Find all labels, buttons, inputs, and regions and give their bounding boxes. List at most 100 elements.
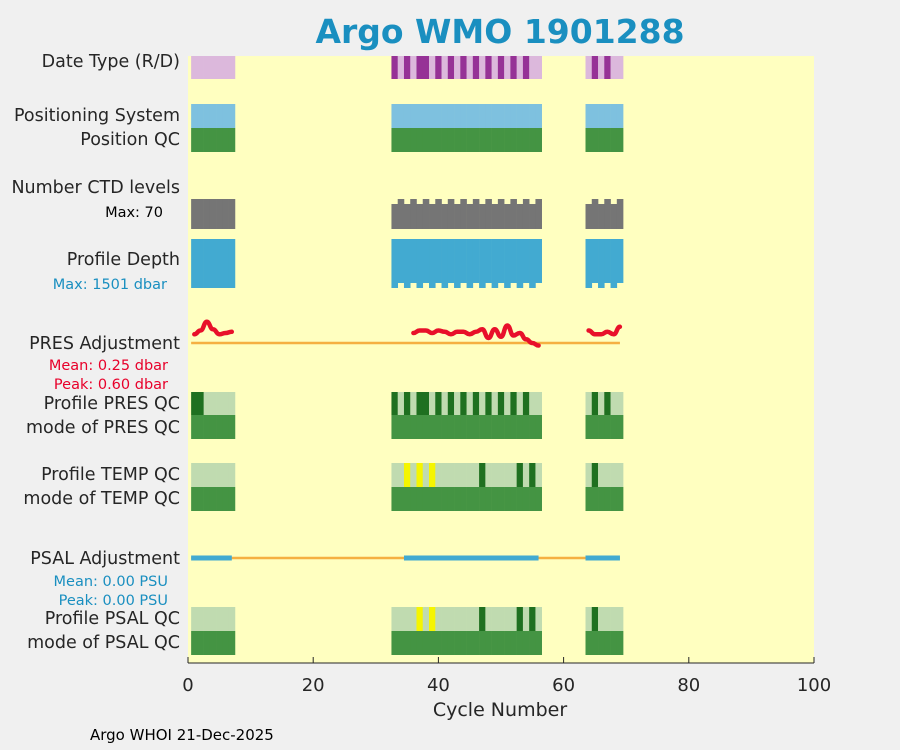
profile-psal-qc-cell-c67 xyxy=(604,607,611,631)
label-psal-peak: Peak: 0.00 PSU xyxy=(58,593,168,609)
profile-pres-qc-cell-c39 xyxy=(429,392,436,415)
mode-temp-qc-cell-c35 xyxy=(403,487,411,511)
ctd-levels-cell-c48 xyxy=(485,199,492,229)
profile-pres-qc-cell-c5 xyxy=(216,392,223,415)
date-type-cell-c67 xyxy=(604,56,611,79)
profile-depth-cell-c6 xyxy=(222,239,229,288)
profile-psal-qc-cell-c35 xyxy=(403,607,411,631)
positioning-cell-c68 xyxy=(610,104,618,128)
pres-adjustment-line-0 xyxy=(192,319,235,337)
mode-temp-qc-cell-c38 xyxy=(422,487,430,511)
ctd-levels-cell-c66 xyxy=(598,204,605,229)
mode-pres-qc-cell-c56 xyxy=(535,415,542,439)
profile-depth-cell-c47 xyxy=(479,239,486,288)
profile-temp-qc-cell-c3 xyxy=(203,463,211,487)
position-qc-cell-c69 xyxy=(616,128,624,152)
profile-pres-qc-cell-c50 xyxy=(497,392,505,415)
mode-pres-qc-cell-c6 xyxy=(222,415,229,439)
profile-psal-qc-cell-c47 xyxy=(479,607,486,631)
mode-psal-qc-cell-c64 xyxy=(585,631,593,655)
mode-temp-qc-cell-c39 xyxy=(429,487,436,511)
mode-pres-qc-cell-c46 xyxy=(472,415,480,439)
ctd-levels-cell-c55 xyxy=(529,204,536,229)
profile-psal-qc-cell-c45 xyxy=(466,607,474,631)
profile-depth-cell-c46 xyxy=(472,239,480,283)
profile-temp-qc-cell-c40 xyxy=(435,463,442,487)
ctd-levels-cell-c52 xyxy=(510,199,517,229)
mode-psal-qc-cell-c3 xyxy=(203,631,211,655)
date-type-cell-c37 xyxy=(416,56,424,79)
profile-psal-qc-cell-c33 xyxy=(391,607,399,631)
ctd-levels-cell-c54 xyxy=(522,199,530,229)
date-type-cell-c44 xyxy=(460,56,467,79)
position-qc-cell-c34 xyxy=(397,128,405,152)
profile-pres-qc-cell-c68 xyxy=(610,392,618,415)
position-qc-cell-c35 xyxy=(403,128,411,152)
profile-depth-cell-c36 xyxy=(410,239,417,283)
profile-depth-cell-c35 xyxy=(403,239,411,288)
label-mode-pres-qc: mode of PRES QC xyxy=(25,418,180,438)
mode-pres-qc-cell-c68 xyxy=(610,415,618,439)
profile-psal-qc-cell-c6 xyxy=(222,607,229,631)
position-qc-cell-c39 xyxy=(429,128,436,152)
label-mode-psal-qc: mode of PSAL QC xyxy=(27,633,180,653)
date-type-cell-c53 xyxy=(516,56,524,79)
mode-psal-qc-cell-c65 xyxy=(591,631,599,655)
mode-psal-qc-cell-c40 xyxy=(435,631,442,655)
profile-depth-cell-c54 xyxy=(522,239,530,283)
x-axis-label: Cycle Number xyxy=(432,699,568,721)
profile-psal-qc-cell-c68 xyxy=(610,607,618,631)
profile-temp-qc-cell-c34 xyxy=(397,463,405,487)
profile-temp-qc-cell-c53 xyxy=(516,463,524,487)
ctd-levels-cell-c2 xyxy=(197,199,204,229)
position-qc-cell-c49 xyxy=(491,128,499,152)
positioning-cell-c45 xyxy=(466,104,474,128)
mode-temp-qc-cell-c37 xyxy=(416,487,424,511)
positioning-cell-c55 xyxy=(529,104,536,128)
plot-background xyxy=(188,56,814,663)
positioning-cell-c65 xyxy=(591,104,599,128)
profile-pres-qc-cell-c43 xyxy=(454,392,461,415)
profile-depth-cell-c1 xyxy=(191,239,198,288)
profile-temp-qc-cell-c68 xyxy=(610,463,618,487)
mode-psal-qc-cell-c44 xyxy=(460,631,467,655)
mode-pres-qc-cell-c66 xyxy=(598,415,605,439)
profile-temp-qc-cell-c48 xyxy=(485,463,492,487)
mode-psal-qc-cell-c37 xyxy=(416,631,424,655)
profile-depth-cell-c39 xyxy=(429,239,436,288)
mode-psal-qc-cell-c56 xyxy=(535,631,542,655)
profile-pres-qc-cell-c64 xyxy=(585,392,593,415)
profile-pres-qc-cell-c1 xyxy=(191,392,198,415)
position-qc-cell-c7 xyxy=(228,128,236,152)
date-type-cell-c38 xyxy=(422,56,430,79)
label-profile-psal-qc: Profile PSAL QC xyxy=(44,609,180,629)
label-profile-depth: Profile Depth xyxy=(66,250,180,270)
mode-pres-qc-cell-c67 xyxy=(604,415,611,439)
mode-pres-qc-cell-c39 xyxy=(429,415,436,439)
profile-psal-qc-cell-c64 xyxy=(585,607,593,631)
profile-pres-qc-cell-c7 xyxy=(228,392,236,415)
positioning-cell-c34 xyxy=(397,104,405,128)
profile-pres-qc-cell-c40 xyxy=(435,392,442,415)
mode-psal-qc-cell-c4 xyxy=(209,631,217,655)
profile-temp-qc-cell-c50 xyxy=(497,463,505,487)
ctd-levels-cell-c33 xyxy=(391,204,399,229)
positioning-cell-c52 xyxy=(510,104,517,128)
profile-depth-cell-c50 xyxy=(497,239,505,283)
mode-pres-qc-cell-c45 xyxy=(466,415,474,439)
profile-pres-qc-cell-c69 xyxy=(616,392,624,415)
profile-psal-qc-cell-c56 xyxy=(535,607,542,631)
mode-temp-qc-cell-c53 xyxy=(516,487,524,511)
positioning-cell-c1 xyxy=(191,104,198,128)
profile-temp-qc-cell-c55 xyxy=(529,463,536,487)
x-tick-label-0: 0 xyxy=(182,675,193,696)
date-type-cell-c64 xyxy=(585,56,593,79)
ctd-levels-cell-c43 xyxy=(454,204,461,229)
mode-pres-qc-cell-c52 xyxy=(510,415,517,439)
date-type-cell-c5 xyxy=(216,56,223,79)
profile-temp-qc-cell-c46 xyxy=(472,463,480,487)
date-type-cell-c46 xyxy=(472,56,480,79)
positioning-cell-c66 xyxy=(598,104,605,128)
mode-pres-qc-cell-c41 xyxy=(441,415,449,439)
profile-temp-qc-cell-c64 xyxy=(585,463,593,487)
